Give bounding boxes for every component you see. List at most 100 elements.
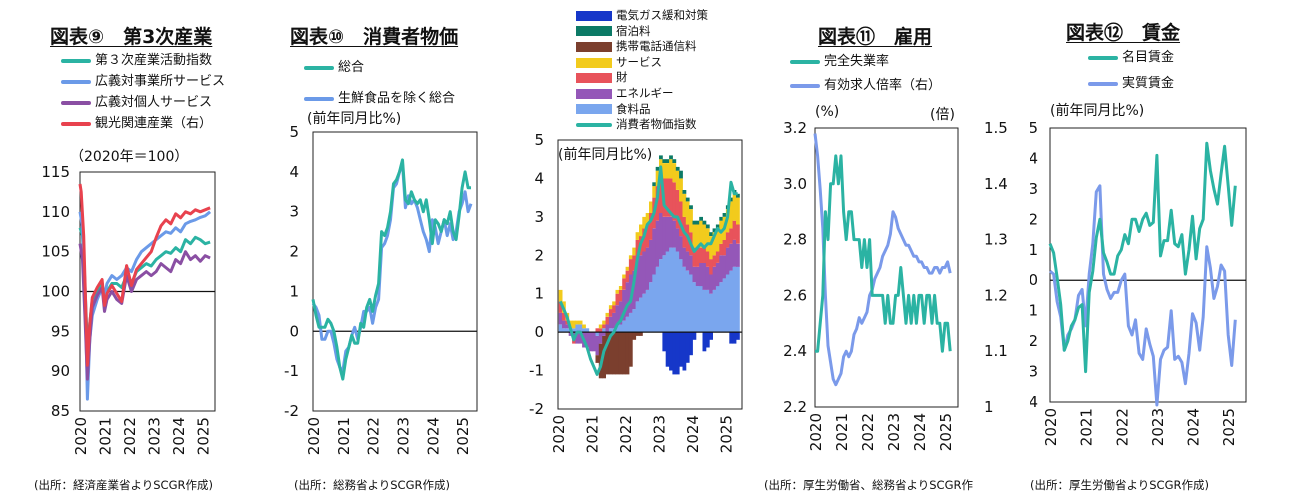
stacked-bar-segment xyxy=(732,193,737,221)
legend-swatch xyxy=(576,88,612,99)
stacked-bar-segment xyxy=(618,324,623,333)
stacked-bar-segment xyxy=(695,266,700,286)
stacked-bar-segment xyxy=(692,332,697,340)
legend-swatch xyxy=(61,100,91,105)
stacked-bar-segment xyxy=(608,316,613,329)
legend-item: サービス xyxy=(576,55,708,71)
stacked-bar-segment xyxy=(709,293,713,333)
stacked-bar-segment xyxy=(699,286,703,333)
stacked-bar-segment xyxy=(575,320,580,325)
stacked-bar-segment xyxy=(665,178,670,217)
stacked-bar-segment xyxy=(672,182,677,221)
legend-label: 消費者物価指数 xyxy=(616,117,697,132)
stacked-bar-segment xyxy=(652,186,657,198)
y-tick-label: 1.2 xyxy=(984,286,1008,304)
stacked-bar-segment xyxy=(582,324,586,329)
stacked-bar-segment xyxy=(715,224,720,229)
stacked-bar-segment xyxy=(736,266,740,333)
stacked-bar-segment xyxy=(732,239,737,267)
legend-label: 実質賃金 xyxy=(1122,76,1175,91)
stacked-bar-segment xyxy=(602,332,606,336)
x-tick-label: 2021 xyxy=(833,413,851,451)
stacked-bar-segment xyxy=(625,266,630,271)
legend-label: エネルギー xyxy=(616,85,674,100)
stacked-bar-segment xyxy=(635,332,640,336)
stacked-bar-segment xyxy=(625,316,630,333)
x-tick-label: 2025 xyxy=(195,417,213,455)
x-tick-label: 2023 xyxy=(146,417,164,455)
y-tick-label: 1.5 xyxy=(984,119,1008,137)
stacked-bar-segment xyxy=(595,332,600,336)
x-tick-label: 2024 xyxy=(911,413,929,451)
stacked-bar-segment xyxy=(699,247,703,263)
stacked-bar-segment xyxy=(689,255,693,275)
x-tick-label: 2020 xyxy=(1042,408,1060,446)
stacked-bar-segment xyxy=(615,305,620,325)
x-tick-label: 2024 xyxy=(1185,408,1203,446)
y-tick-label: 2.8 xyxy=(783,231,807,249)
stacked-bar-segment xyxy=(679,178,683,202)
stacked-bar-segment xyxy=(622,274,626,279)
stacked-bar-segment xyxy=(702,247,707,263)
stacked-bar-segment xyxy=(655,166,660,171)
stacked-bar-segment xyxy=(722,239,727,256)
stacked-bar-segment xyxy=(645,224,650,248)
chart-legend: 総合 生鮮食品を除く総合 xyxy=(304,52,455,114)
stacked-bar-segment xyxy=(732,266,737,333)
stacked-bar-segment xyxy=(682,247,687,267)
legend-swatch xyxy=(304,65,334,70)
y-tick-label: 5 xyxy=(289,123,299,141)
chart-plot: -2 -1 0 1 2 3 4 5 2020 2021 2022 2023 2024 2025 xyxy=(529,131,743,453)
stacked-bar-segment xyxy=(675,228,680,252)
y-tick-label: 3.0 xyxy=(783,175,807,193)
stacked-bar-segment xyxy=(665,163,670,179)
x-tick-label: 2023 xyxy=(394,417,412,455)
stacked-bar-segment xyxy=(719,243,724,256)
stacked-bar-segment xyxy=(645,213,650,225)
stacked-bar-segment xyxy=(729,332,734,344)
stacked-bar-segment xyxy=(662,159,667,163)
stacked-bar-segment xyxy=(655,266,660,333)
chart-plot: 2.2 2.4 2.6 2.8 3.0 3.2 1 1.1 1.2 1.3 1.4 1.5 2020 20… xyxy=(783,119,1008,451)
stacked-bar-segment xyxy=(736,224,740,244)
x-tick-label: 2021 xyxy=(1078,408,1096,446)
stacked-bar-segment xyxy=(712,228,717,233)
x-tick-label: 2024 xyxy=(170,417,188,455)
stacked-bar-segment xyxy=(699,216,703,221)
legend-item: 完全失業率 xyxy=(790,50,941,74)
stacked-bar-segment xyxy=(675,332,680,375)
stacked-bar-segment xyxy=(702,224,707,248)
stacked-bar-segment xyxy=(615,324,620,333)
axis-unit-right: (倍) xyxy=(930,107,955,123)
legend-item: 有効求人倍率（右） xyxy=(790,74,941,98)
stacked-bar-segment xyxy=(639,224,643,236)
stacked-bar-segment xyxy=(715,251,720,263)
stacked-bar-segment xyxy=(645,289,650,333)
legend-item: 生鮮食品を除く総合 xyxy=(304,83,455,114)
stacked-bar-segment xyxy=(689,209,693,233)
series-line-4 xyxy=(78,183,211,367)
stacked-bar-segment xyxy=(729,243,734,271)
y-tick-label: 2.6 xyxy=(783,286,807,304)
y-tick-label: 0 xyxy=(1030,271,1038,289)
y-tick-label: 1.1 xyxy=(984,342,1008,360)
legend-item: 消費者物価指数 xyxy=(576,117,708,133)
chart-panel-employment: 図表⑪ 雇用 完全失業率 有効求人倍率（右） (%) (倍) 2.2 2.4 2.6… xyxy=(760,0,1030,501)
stacked-bar-segment xyxy=(615,293,620,306)
x-tick-label: 2025 xyxy=(937,413,955,451)
x-tick-label: 2022 xyxy=(121,417,139,455)
series-line-1 xyxy=(1048,141,1237,374)
stacked-bar-segment xyxy=(652,228,657,275)
stacked-bar-segment xyxy=(618,332,623,375)
plot-frame xyxy=(1049,127,1247,403)
stacked-bar-segment xyxy=(632,247,637,256)
legend-swatch xyxy=(576,10,612,21)
y-tick-label: 115 xyxy=(41,163,70,181)
legend-label: 観光関連産業（右） xyxy=(95,116,213,131)
y-tick-label: 5 xyxy=(534,131,544,149)
stacked-bar-segment xyxy=(719,216,724,221)
stacked-bar-segment xyxy=(652,182,657,187)
plot-border xyxy=(1049,127,1247,403)
chart-note: (前年同月比%) xyxy=(1050,103,1145,119)
stacked-bar-segment xyxy=(558,312,563,325)
